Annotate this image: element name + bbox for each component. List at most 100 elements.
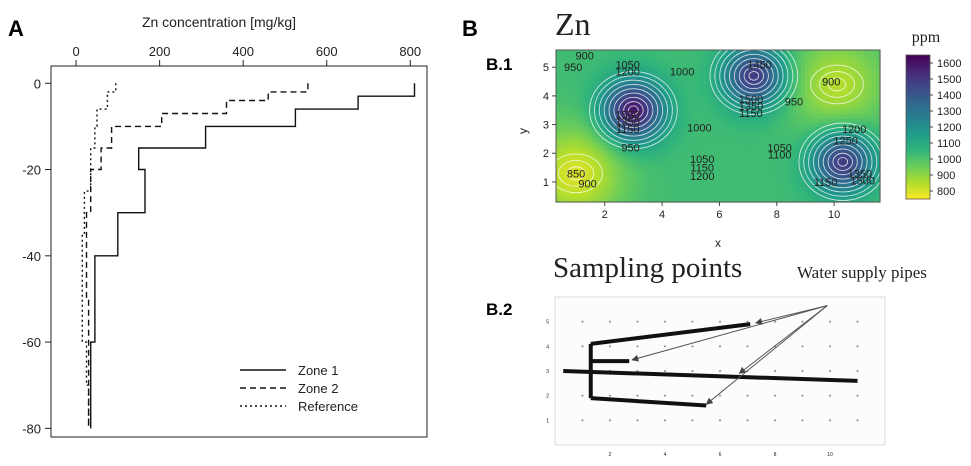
heatmap-cell	[721, 110, 727, 115]
heatmap-cell	[828, 154, 834, 159]
heatmap-cell	[579, 58, 585, 63]
heatmap-cell	[631, 118, 636, 123]
heatmap-cell	[694, 58, 699, 63]
heatmap-cell	[812, 118, 818, 123]
heatmap-cell	[583, 138, 589, 143]
heatmap-cell	[797, 178, 802, 183]
heatmap-cell	[852, 162, 857, 167]
sampling-point	[801, 345, 804, 348]
heatmap-cell	[872, 130, 877, 135]
heatmap-cell	[860, 182, 865, 187]
heatmap-cell	[828, 138, 834, 143]
heatmap-cell	[654, 70, 660, 75]
heatmap-cell	[583, 90, 589, 95]
heatmap-cell	[836, 70, 842, 75]
heatmap-cell	[789, 162, 794, 167]
heatmap-cell	[635, 90, 640, 95]
heatmap-cell	[599, 98, 605, 103]
heatmap-cell	[615, 58, 620, 63]
heatmap-cell	[797, 190, 802, 195]
heatmap-cell	[658, 198, 664, 203]
heatmap-cell	[868, 58, 873, 63]
contour-label: 1150	[814, 177, 838, 189]
heatmap-cell	[757, 190, 763, 195]
heatmap-cell	[690, 50, 695, 55]
heatmap-cell	[714, 150, 719, 155]
heatmap-cell	[836, 142, 842, 147]
sampling-point	[581, 394, 584, 397]
legend-label: Reference	[298, 399, 358, 414]
heatmap-cell	[607, 186, 612, 191]
heatmap-cell	[619, 98, 624, 103]
heatmap-cell	[741, 158, 747, 163]
heatmap-cell	[559, 130, 565, 135]
sampling-point	[856, 345, 859, 348]
heatmap-cell	[852, 174, 857, 179]
heatmap-cell	[864, 94, 869, 99]
heatmap-cell	[619, 162, 624, 167]
heatmap-cell	[694, 158, 699, 163]
heatmap-cell	[670, 182, 676, 187]
heatmap-cell	[856, 62, 861, 67]
heatmap-cell	[749, 158, 755, 163]
heatmap-cell	[714, 170, 719, 175]
heatmap-cell	[674, 186, 680, 191]
heatmap-cell	[670, 58, 676, 63]
heatmap-cell	[769, 142, 774, 147]
heatmap-cell	[654, 138, 660, 143]
heatmap-cell	[682, 86, 687, 91]
heatmap-cell	[718, 54, 723, 59]
heatmap-cell	[595, 198, 601, 203]
heatmap-cell	[777, 58, 782, 63]
heatmap-cell	[658, 174, 664, 179]
heatmap-cell	[769, 166, 774, 171]
heatmap-cell	[599, 106, 605, 111]
heatmap-cell	[816, 86, 822, 91]
colorbar-segment	[906, 172, 930, 176]
heatmap-cell	[868, 146, 873, 151]
heatmap-cell	[635, 150, 640, 155]
heatmap-cell	[797, 106, 802, 111]
heatmap-cell	[670, 74, 676, 79]
heatmap-cell	[721, 166, 727, 171]
heatmap-cell	[769, 90, 774, 95]
heatmap-cell	[559, 182, 565, 187]
heatmap-cell	[721, 158, 727, 163]
heatmap-cell	[603, 198, 608, 203]
colorbar-segment	[906, 196, 930, 200]
heatmap-cell	[864, 54, 869, 59]
heatmap-cell	[718, 186, 723, 191]
heatmap-cell	[737, 58, 743, 63]
heatmap-cell	[828, 102, 834, 107]
heatmap-cell	[753, 198, 759, 203]
heatmap-cell	[567, 170, 573, 175]
heatmap-cell	[836, 82, 842, 87]
heatmap-cell	[812, 166, 818, 171]
heatmap-cell	[559, 158, 565, 163]
heatmap-cell	[741, 150, 747, 155]
heatmap-cell	[567, 58, 573, 63]
heatmap-cell	[650, 158, 656, 163]
heatmap-cell	[868, 62, 873, 67]
heatmap-cell	[702, 94, 707, 99]
heatmap-cell	[733, 82, 739, 87]
heatmap-cell	[583, 134, 589, 139]
heatmap-cell	[789, 122, 794, 127]
heatmap-cell	[607, 166, 612, 171]
heatmap-cell	[658, 130, 664, 135]
colorbar-segment	[906, 93, 930, 97]
heatmap-cell	[666, 58, 672, 63]
heatmap-cell	[741, 126, 747, 131]
heatmap-cell	[678, 134, 684, 139]
heatmap-cell	[623, 54, 628, 59]
heatmap-cell	[650, 150, 656, 155]
heatmap-cell	[650, 54, 656, 59]
heatmap-cell	[607, 198, 612, 203]
heatmap-cell	[737, 66, 743, 71]
heatmap-cell	[599, 186, 605, 191]
heatmap-cell	[611, 158, 616, 163]
heatmap-cell	[591, 86, 597, 91]
heatmap-cell	[745, 198, 751, 203]
heatmap-cell	[797, 86, 802, 91]
heatmap-cell	[749, 150, 755, 155]
